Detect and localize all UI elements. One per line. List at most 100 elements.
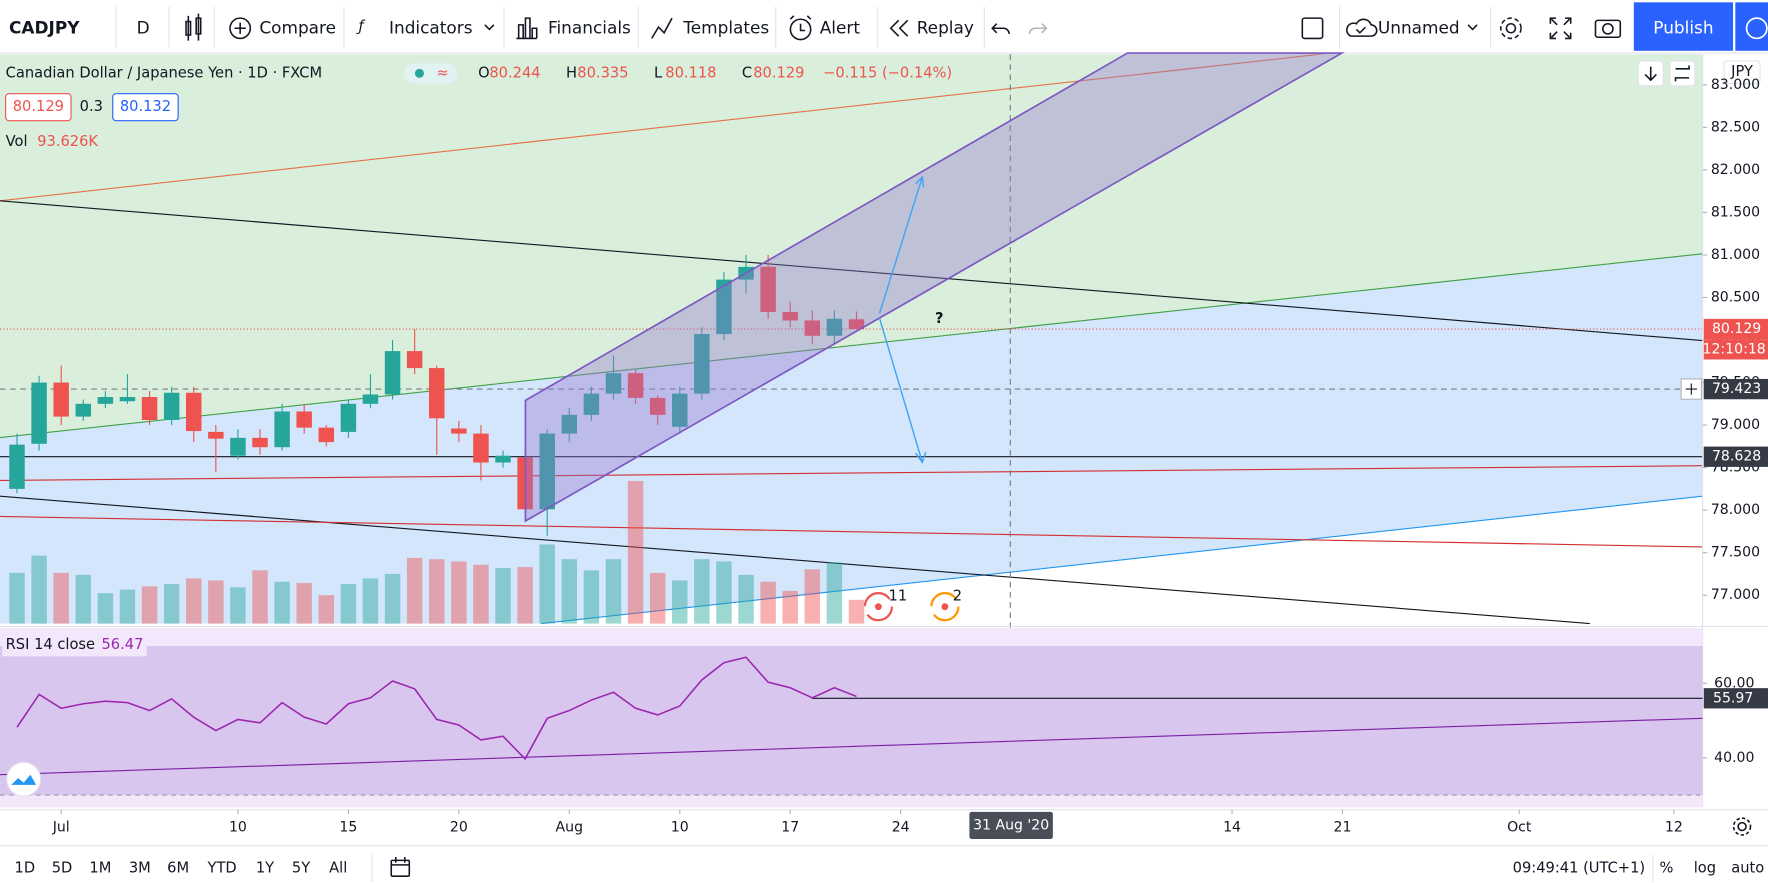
range-button[interactable]: 6M [167, 859, 189, 876]
trend-line [0, 54, 1326, 202]
scale-button[interactable]: % [1660, 859, 1674, 876]
candle-body [318, 427, 335, 443]
candle-body [583, 393, 600, 415]
publish-button[interactable] [1633, 2, 1734, 51]
templates-label[interactable]: Templates [682, 17, 769, 37]
redo-button[interactable] [1028, 23, 1048, 35]
volume-value: 93.626K [37, 133, 98, 150]
candle-body [406, 351, 423, 369]
range-button[interactable]: 5D [52, 859, 73, 876]
financials-icon[interactable] [516, 17, 538, 40]
y-tick-label: 77.000 [1711, 587, 1760, 603]
interval[interactable]: D [137, 17, 150, 37]
compare-button[interactable] [229, 17, 252, 40]
range-button[interactable]: 1Y [256, 859, 274, 876]
stream-button[interactable] [1735, 2, 1768, 51]
cloud-icon[interactable] [1346, 18, 1378, 37]
crosshair-date: 31 Aug '20 [973, 817, 1049, 833]
add-alert-icon [1685, 383, 1697, 395]
goto-date[interactable] [390, 857, 411, 877]
range-button[interactable]: All [329, 859, 347, 876]
templates-icon[interactable] [651, 17, 673, 39]
volume-bar [738, 574, 754, 624]
y-tick-label: 77.500 [1711, 545, 1760, 561]
reset-button[interactable] [1669, 60, 1696, 87]
ohlc-key: C [742, 64, 752, 81]
volume-bar [163, 584, 180, 624]
ask[interactable]: 80.132 [120, 98, 171, 115]
scale-button[interactable]: auto [1731, 859, 1764, 876]
symbol[interactable]: CADJPY [9, 17, 80, 37]
volume-bar [186, 578, 202, 624]
ohlc-key: H [566, 64, 577, 81]
rsi-name: RSI 14 close [6, 636, 95, 653]
ask-box[interactable] [112, 93, 179, 122]
alert-icon[interactable] [789, 15, 812, 41]
annotation: ? [935, 310, 944, 327]
volume-bar [208, 580, 224, 624]
replay-label[interactable]: Replay [917, 17, 974, 37]
volume-bar [672, 580, 688, 624]
candle-body [672, 393, 688, 427]
chart-type-button[interactable] [185, 13, 202, 41]
countdown: 12:10:18 [1703, 341, 1766, 357]
volume-bar [539, 544, 555, 624]
rsi-value: 56.47 [101, 636, 143, 653]
clock[interactable]: 09:49:41 (UTC+1) [1513, 859, 1645, 876]
alert-label[interactable]: Alert [820, 17, 861, 37]
financials-label[interactable]: Financials [548, 17, 631, 37]
screenshot-button[interactable] [1594, 19, 1622, 39]
volume-label: Vol [6, 133, 28, 150]
volume-bar [694, 559, 710, 624]
bid-box[interactable] [5, 93, 72, 122]
candles [9, 254, 865, 624]
rsi-trend-line [0, 717, 1703, 776]
indicators-icon[interactable]: ƒ [356, 18, 366, 35]
status-pill [403, 63, 458, 84]
range-button[interactable]: 3M [129, 859, 151, 876]
volume-bar [75, 574, 92, 624]
rsi-legend-bg [2, 633, 147, 657]
candle-body [649, 397, 666, 415]
layout-button[interactable] [1301, 17, 1324, 40]
publish-label[interactable]: Publish [1653, 17, 1713, 37]
main-pane-drawings [0, 54, 1703, 808]
fullscreen-button[interactable] [1549, 17, 1572, 40]
range-button[interactable]: YTD [207, 859, 237, 876]
candle-body [97, 397, 114, 404]
candle-body [75, 403, 92, 417]
volume-bar [716, 561, 732, 624]
candle-body [716, 279, 732, 335]
volume-bar [605, 559, 622, 624]
rsi-y-tick-label: 60.00 [1714, 675, 1754, 691]
y-tick-label: 81.500 [1711, 204, 1760, 220]
volume-bar [406, 557, 423, 624]
currency-box [1723, 60, 1761, 85]
y-tick-label: 78.000 [1711, 502, 1760, 518]
layout-chevron[interactable] [1467, 24, 1478, 31]
range-button[interactable]: 1D [15, 859, 36, 876]
axis-settings[interactable] [1732, 817, 1752, 836]
main-pane-overlays: ? 11 2 [524, 52, 1345, 644]
blue-zone [0, 253, 1703, 624]
logo [6, 761, 42, 797]
reset-icon [1674, 65, 1690, 82]
indicators-chevron[interactable] [484, 24, 495, 31]
candle-body [252, 437, 268, 448]
bid[interactable]: 80.129 [13, 98, 64, 115]
replay-icon[interactable] [889, 19, 909, 37]
range-button[interactable]: 1M [89, 859, 111, 876]
compare-label[interactable]: Compare [259, 17, 336, 37]
undo-button[interactable] [991, 23, 1010, 35]
volume-bar [296, 583, 312, 624]
scale-button[interactable]: log [1694, 859, 1716, 876]
indicators-label[interactable]: Indicators [389, 17, 473, 37]
trend-line [0, 465, 1703, 481]
volume-bar [649, 572, 666, 624]
settings-button[interactable] [1499, 17, 1522, 40]
layout-name[interactable]: Unnamed [1378, 17, 1460, 37]
ohlc-value: 80.129 [753, 64, 804, 81]
range-button[interactable]: 5Y [292, 859, 310, 876]
candle-body [384, 351, 401, 395]
